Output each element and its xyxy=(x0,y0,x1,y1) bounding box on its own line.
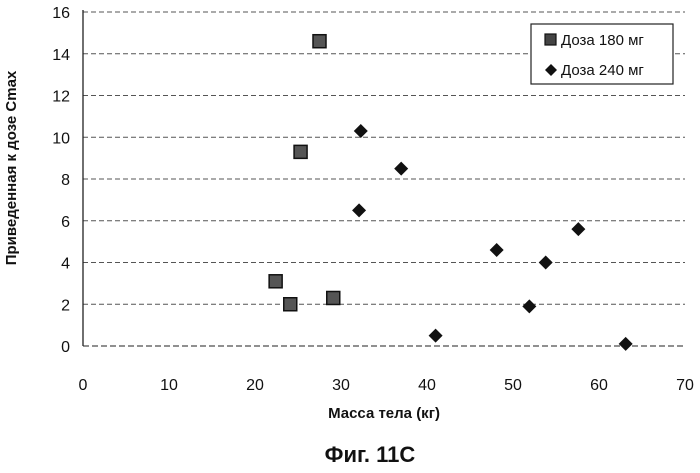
x-tick-label: 70 xyxy=(676,377,694,394)
x-tick-label: 40 xyxy=(418,377,436,394)
y-tick-label: 4 xyxy=(61,256,70,273)
point-dose-240 xyxy=(490,243,504,257)
y-tick-label: 2 xyxy=(61,297,70,314)
point-dose-180 xyxy=(313,35,326,48)
x-tick-label: 50 xyxy=(504,377,522,394)
x-tick-label: 0 xyxy=(79,377,88,394)
y-tick-label: 6 xyxy=(61,214,70,231)
x-tick-label: 10 xyxy=(160,377,178,394)
point-dose-240 xyxy=(522,299,536,313)
point-dose-240 xyxy=(354,124,368,138)
point-dose-240 xyxy=(571,222,585,236)
point-dose-240 xyxy=(352,203,366,217)
legend-square-icon xyxy=(545,34,556,45)
y-tick-label: 10 xyxy=(52,130,70,147)
figure-caption: Фиг. 11С xyxy=(325,442,416,467)
x-tick-label: 20 xyxy=(246,377,264,394)
x-axis-title: Масса тела (кг) xyxy=(328,405,440,422)
y-tick-label: 14 xyxy=(52,47,70,64)
point-dose-180 xyxy=(327,291,340,304)
x-tick-label: 60 xyxy=(590,377,608,394)
point-dose-180 xyxy=(284,298,297,311)
y-tick-label: 8 xyxy=(61,172,70,189)
y-tick-label: 16 xyxy=(52,5,70,22)
point-dose-180 xyxy=(294,145,307,158)
x-tick-label: 30 xyxy=(332,377,350,394)
legend-label-dose-180: Доза 180 мг xyxy=(561,32,644,49)
y-axis-title: Приведенная к дозе Cmax xyxy=(3,70,20,265)
point-dose-240 xyxy=(619,337,633,351)
legend-label-dose-240: Доза 240 мг xyxy=(561,62,644,79)
point-dose-180 xyxy=(269,275,282,288)
y-tick-label: 12 xyxy=(52,89,70,106)
legend: Доза 180 мг Доза 240 мг xyxy=(531,24,673,84)
y-tick-label: 0 xyxy=(61,339,70,356)
point-dose-240 xyxy=(539,256,553,270)
point-dose-240 xyxy=(429,329,443,343)
point-dose-240 xyxy=(394,162,408,176)
